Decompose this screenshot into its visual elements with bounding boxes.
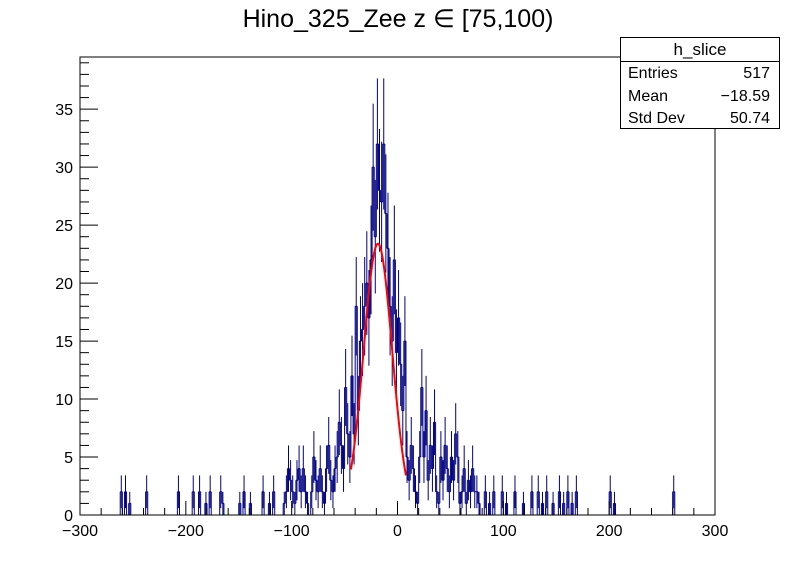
y-tick-label: 25 xyxy=(55,218,73,235)
stats-value: 517 xyxy=(743,65,770,82)
y-axis: 0 5 10 15 20 25 30 35 xyxy=(55,62,98,525)
chart-title: Hino_325_Zee z ∈ [75,100) xyxy=(242,5,554,33)
histogram-bins xyxy=(119,78,676,515)
x-tick-label: −200 xyxy=(168,523,204,540)
gaussian-fit-group xyxy=(349,242,407,476)
stats-label: Mean xyxy=(628,87,669,105)
x-tick-label: 300 xyxy=(702,523,729,540)
stats-box: h_slice Entries 517 Mean −18.59 Std Dev … xyxy=(620,37,780,129)
stats-label: Std Dev xyxy=(628,110,685,127)
x-tick-label: 200 xyxy=(596,523,623,540)
stats-row-entries: Entries 517 xyxy=(621,62,779,85)
gaussian-fit-curve xyxy=(349,242,407,476)
x-tick-label: −300 xyxy=(62,523,98,540)
y-tick-label: 20 xyxy=(55,276,73,293)
y-tick-label: 30 xyxy=(55,160,73,177)
y-tick-label: 0 xyxy=(64,508,73,525)
stats-box-title: h_slice xyxy=(621,38,779,62)
x-tick-label: 100 xyxy=(490,523,517,540)
x-tick-label: 0 xyxy=(393,523,402,540)
stats-row-mean: Mean −18.59 xyxy=(621,85,779,108)
stats-value: −18.59 xyxy=(720,87,770,105)
stats-row-stddev: Std Dev 50.74 xyxy=(621,107,779,130)
y-tick-label: 35 xyxy=(55,102,73,119)
x-tick-label: −100 xyxy=(274,523,310,540)
stats-value: 50.74 xyxy=(729,110,770,127)
y-tick-label: 5 xyxy=(64,450,73,467)
y-tick-label: 10 xyxy=(55,392,73,409)
x-axis: −300 −200 −100 0 100 200 300 xyxy=(62,501,728,540)
y-tick-label: 15 xyxy=(55,334,73,351)
stats-label: Entries xyxy=(628,65,678,82)
histogram-outline xyxy=(119,143,676,515)
